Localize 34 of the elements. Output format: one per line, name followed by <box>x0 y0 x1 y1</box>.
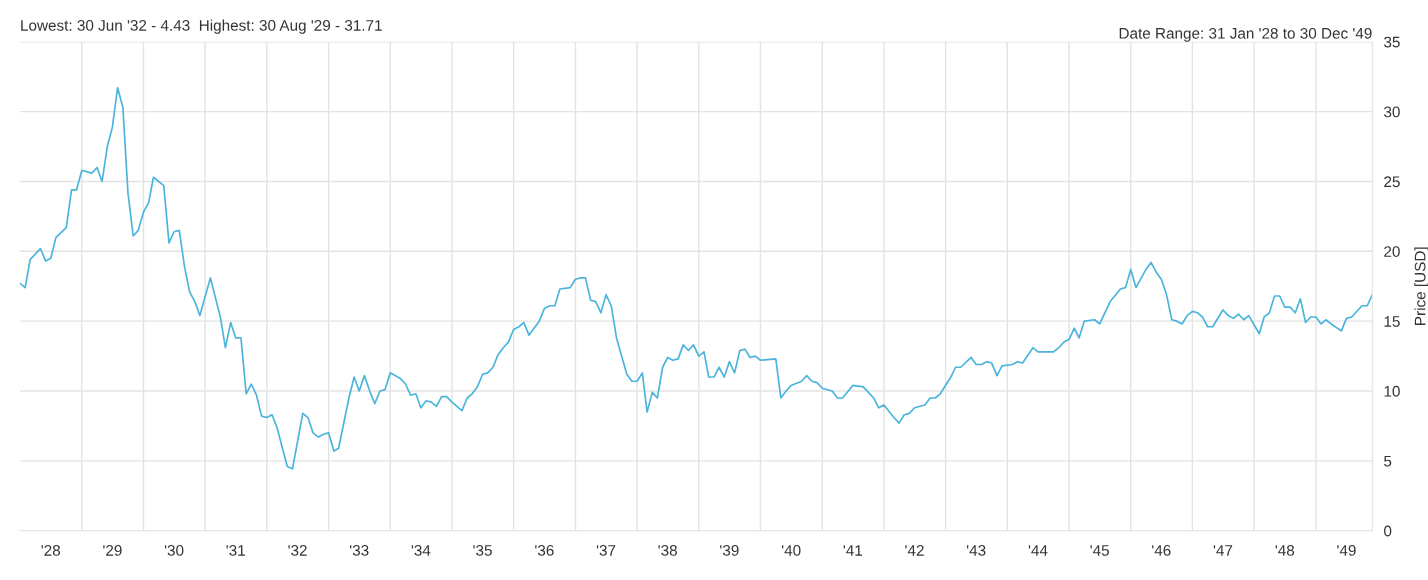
x-tick-label: '42 <box>905 544 924 556</box>
line-series <box>19 86 1373 470</box>
x-tick-label: '47 <box>1213 545 1233 556</box>
x-tick-label: '49 <box>1337 544 1356 556</box>
x-tick-label: '30 <box>164 544 184 556</box>
y-tick-label: 25 <box>1384 176 1400 188</box>
x-tick-label: '43 <box>966 544 986 556</box>
y-tick-label: 35 <box>1384 36 1400 48</box>
x-tick-label: '29 <box>103 544 122 556</box>
x-tick-label: '41 <box>843 545 863 556</box>
y-tick-label: 10 <box>1384 385 1400 397</box>
y-tick-label: 0 <box>1384 525 1392 537</box>
y-tick-label: 5 <box>1384 455 1392 467</box>
x-tick-label: '48 <box>1275 544 1295 556</box>
y-tick-label: 20 <box>1384 246 1400 257</box>
y-tick-label: 30 <box>1384 106 1400 118</box>
y-axis-title: Price [USD] <box>1414 247 1428 325</box>
x-tick-label: '44 <box>1028 545 1048 556</box>
x-tick-label: '35 <box>473 544 492 556</box>
x-tick-label: '28 <box>41 544 61 556</box>
text: Date Range: 31 Jan '28 to 30 Dec '49 <box>1119 27 1372 42</box>
x-tick-label: '33 <box>350 544 369 556</box>
x-tick-label: '36 <box>535 544 554 556</box>
x-tick-label: '46 <box>1152 544 1171 556</box>
x-tick-label: '38 <box>658 544 677 556</box>
x-tick-label: '31 <box>226 544 245 556</box>
x-tick-label: '39 <box>720 544 739 556</box>
chart-title: Lowest: 30 Jun '32 - 4.43 Highest: 30 Aug '29 - 31.71 <box>21 19 382 34</box>
x-tick-label: '34 <box>411 544 431 556</box>
y-tick-label: 15 <box>1384 316 1400 327</box>
x-tick-label: '40 <box>782 544 801 556</box>
x-tick-label: '37 <box>596 544 616 556</box>
x-tick-label: '45 <box>1090 545 1109 556</box>
x-tick-label: '32 <box>288 544 307 556</box>
